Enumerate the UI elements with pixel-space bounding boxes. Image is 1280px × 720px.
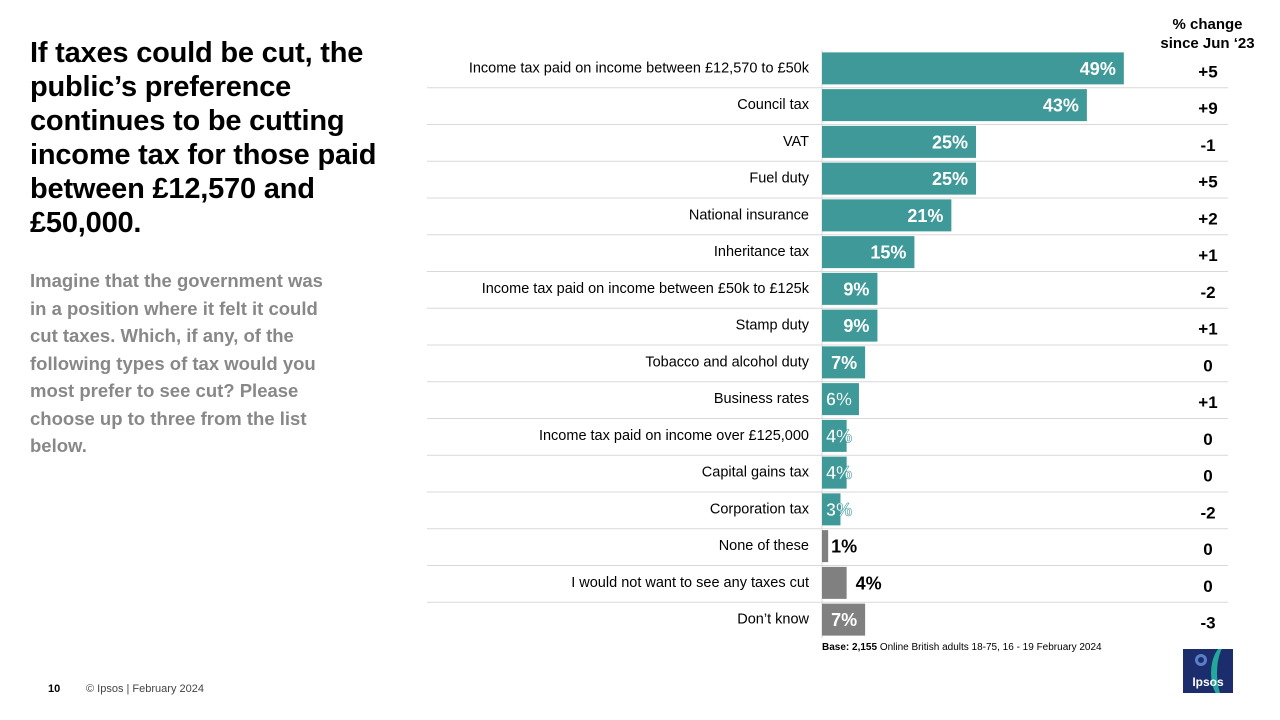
change-value: 0: [1203, 577, 1212, 596]
bar: [822, 199, 952, 232]
category-label: Income tax paid on income between £50k t…: [482, 281, 810, 297]
logo-text: Ipsos: [1192, 675, 1224, 689]
change-value: +5: [1198, 173, 1217, 192]
category-label: Capital gains tax: [702, 465, 810, 481]
category-label: I would not want to see any taxes cut: [571, 575, 809, 591]
category-label: Tobacco and alcohol duty: [645, 354, 809, 370]
bar: [822, 346, 866, 379]
data-label: 7%: [831, 353, 857, 373]
change-value: +5: [1198, 62, 1217, 81]
data-label: 43%: [1043, 96, 1079, 116]
change-value: 0: [1203, 430, 1212, 449]
bar: [822, 162, 976, 195]
bar: [822, 125, 976, 158]
base-note: Base: 2,155 Online British adults 18-75,…: [822, 642, 1102, 653]
bar: [822, 530, 829, 563]
base-description: Online British adults 18-75, 16 - 19 Feb…: [877, 642, 1102, 653]
bar: [822, 272, 878, 305]
bar: [822, 383, 859, 416]
change-value: 0: [1203, 356, 1212, 375]
data-label: 4%: [826, 463, 852, 483]
logo-swoosh-icon: [1211, 649, 1233, 693]
category-label: Inheritance tax: [714, 244, 810, 260]
change-value: +1: [1198, 320, 1217, 339]
change-value: -2: [1200, 503, 1215, 522]
headline: If taxes could be cut, the public’s pref…: [30, 37, 377, 239]
category-label: Business rates: [714, 391, 809, 407]
bar: [822, 603, 866, 636]
data-label: 7%: [831, 610, 857, 630]
change-header-line2: since Jun ‘23: [1160, 35, 1255, 52]
data-label: 1%: [831, 537, 857, 557]
change-value: -3: [1200, 614, 1215, 633]
category-label: Income tax paid on income over £125,000: [539, 428, 809, 444]
change-value: +9: [1198, 99, 1217, 118]
data-label: 4%: [826, 426, 852, 446]
category-label: Council tax: [737, 97, 809, 113]
change-value: -1: [1200, 136, 1215, 155]
category-label: Fuel duty: [749, 171, 809, 187]
category-label: Income tax paid on income between £12,57…: [469, 60, 810, 76]
change-column-header: % change since Jun ‘23: [1150, 15, 1265, 53]
category-label: National insurance: [689, 207, 809, 223]
logo-mark-icon: [1195, 654, 1207, 666]
category-label: Stamp duty: [736, 318, 810, 334]
bar: [822, 89, 1087, 122]
category-label: Don’t know: [737, 612, 809, 628]
ipsos-logo: Ipsos: [1183, 649, 1233, 693]
bar: [822, 52, 1124, 85]
category-label: Corporation tax: [710, 501, 810, 517]
category-label: VAT: [783, 134, 809, 150]
data-label: 9%: [843, 279, 869, 299]
data-label: 3%: [826, 500, 852, 520]
bar: [822, 419, 847, 452]
bar: [822, 309, 878, 342]
data-label: 49%: [1080, 59, 1116, 79]
data-label: 4%: [856, 573, 882, 593]
change-value: -2: [1200, 283, 1215, 302]
bar: [822, 236, 915, 269]
change-value: 0: [1203, 540, 1212, 559]
change-value: +1: [1198, 246, 1217, 265]
data-label: 9%: [843, 316, 869, 336]
category-label: None of these: [719, 538, 809, 554]
data-label: 25%: [932, 169, 968, 189]
data-label: 25%: [932, 132, 968, 152]
change-value: +2: [1198, 209, 1217, 228]
bar: [822, 566, 847, 599]
base-label: Base: 2,155: [822, 642, 878, 653]
data-label: 21%: [907, 206, 943, 226]
copyright: © Ipsos | February 2024: [86, 683, 204, 695]
bar: [822, 456, 847, 489]
change-value: +1: [1198, 393, 1217, 412]
question-text: Imagine that the government was in a pos…: [30, 270, 323, 456]
bar: [822, 493, 841, 526]
change-header-line1: % change: [1172, 16, 1243, 33]
data-label: 15%: [870, 243, 906, 263]
change-value: 0: [1203, 467, 1212, 486]
page-number: 10: [48, 683, 61, 695]
data-label: 6%: [826, 390, 852, 410]
